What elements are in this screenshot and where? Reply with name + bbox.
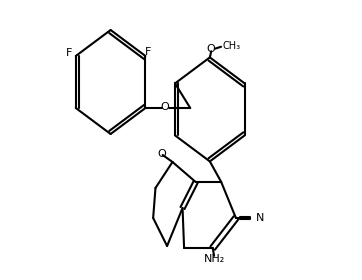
Text: O: O	[157, 149, 166, 158]
Text: NH₂: NH₂	[203, 254, 225, 264]
Text: N: N	[256, 213, 264, 223]
Text: F: F	[66, 48, 72, 58]
Text: O: O	[207, 44, 216, 54]
Text: O: O	[161, 102, 169, 112]
Text: F: F	[145, 47, 151, 57]
Text: CH₃: CH₃	[222, 41, 241, 51]
